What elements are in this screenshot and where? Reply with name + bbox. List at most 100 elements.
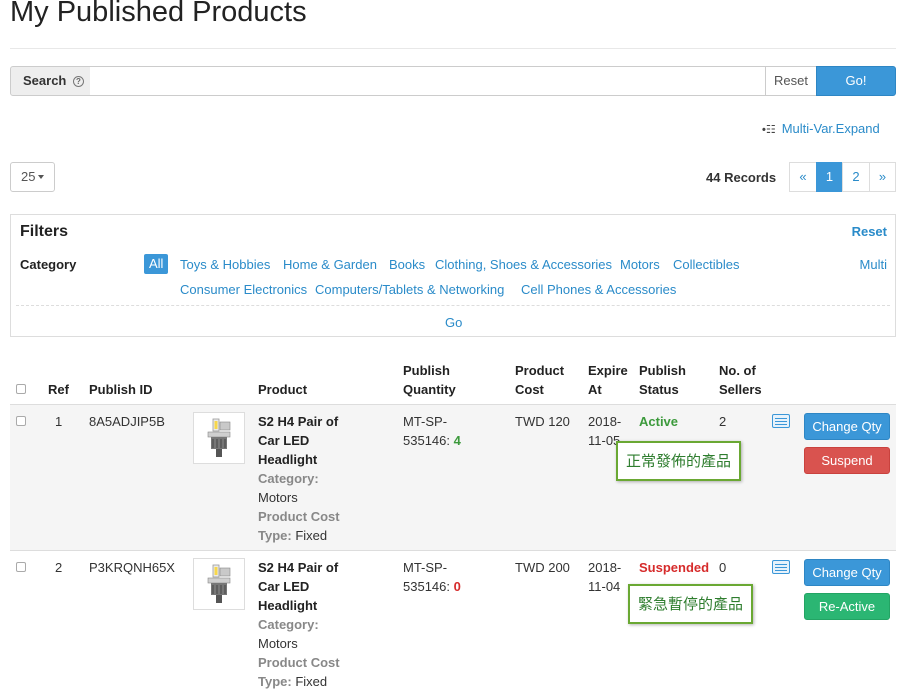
search-label: Search ? bbox=[10, 66, 91, 96]
product-name-line2: Car LED bbox=[258, 579, 310, 594]
sku-line2: 535146: bbox=[403, 579, 450, 594]
type-meta-value: Fixed bbox=[295, 674, 328, 689]
pagination-prev[interactable]: « bbox=[789, 162, 817, 192]
change-qty-button[interactable]: Change Qty bbox=[804, 413, 890, 440]
header-publish-id: Publish ID bbox=[89, 382, 153, 397]
help-icon[interactable]: ? bbox=[73, 76, 84, 87]
header-expire-at-line2: At bbox=[588, 382, 602, 397]
select-all-checkbox[interactable] bbox=[16, 384, 26, 394]
header-expire-at-line1: Expire bbox=[588, 363, 628, 378]
suspend-button[interactable]: Suspend bbox=[804, 447, 890, 474]
product-name-line1: S2 H4 Pair of bbox=[258, 414, 339, 429]
category-computers-tablets[interactable]: Computers/Tablets & Networking bbox=[315, 282, 505, 297]
product-thumbnail[interactable] bbox=[193, 558, 245, 610]
multi-var-expand-label: Multi-Var.Expand bbox=[781, 121, 880, 136]
category-cell-phones[interactable]: Cell Phones & Accessories bbox=[521, 282, 677, 297]
header-publish-status: Publish Status bbox=[639, 361, 686, 399]
header-sellers-line2: Sellers bbox=[719, 382, 762, 397]
product-name-line3: Headlight bbox=[258, 598, 318, 613]
filters-panel: Filters Reset Category All Toys & Hobbie… bbox=[10, 214, 896, 337]
re-active-button[interactable]: Re-Active bbox=[804, 593, 890, 620]
category-books[interactable]: Books bbox=[389, 257, 426, 272]
caret-down-icon bbox=[38, 175, 45, 179]
annotation-callout: 正常發佈的產品 bbox=[616, 441, 742, 481]
type-meta-label: Type: bbox=[258, 674, 292, 689]
search-input[interactable] bbox=[90, 66, 766, 96]
publish-quantity: MT-SP- 535146: 4 bbox=[403, 412, 461, 450]
details-list-icon[interactable] bbox=[772, 414, 790, 428]
expire-at: 2018- 11-04 bbox=[588, 558, 621, 596]
type-meta: Type: Fixed bbox=[258, 526, 368, 545]
category-label: Category bbox=[20, 257, 77, 272]
category-home-garden[interactable]: Home & Garden bbox=[283, 257, 377, 272]
list-expand-icon: •☷ bbox=[762, 124, 776, 136]
table-row bbox=[10, 405, 896, 551]
row-publish-id: 8A5ADJIP5B bbox=[89, 414, 165, 429]
header-sellers: No. of Sellers bbox=[719, 361, 762, 399]
row-checkbox[interactable] bbox=[16, 562, 26, 572]
status-badge: Active bbox=[639, 414, 679, 429]
category-meta-value: Motors bbox=[258, 490, 298, 505]
details-list-icon[interactable] bbox=[772, 560, 790, 574]
header-expire-at: Expire At bbox=[588, 361, 628, 399]
expire-line1: 2018- bbox=[588, 560, 622, 575]
pagination-next[interactable]: » bbox=[869, 162, 896, 192]
filters-go-link[interactable]: Go bbox=[445, 315, 463, 330]
type-meta-value: Fixed bbox=[295, 528, 328, 543]
row-checkbox[interactable] bbox=[16, 416, 26, 426]
category-collectibles[interactable]: Collectibles bbox=[673, 257, 740, 272]
category-meta-label: Category: bbox=[258, 617, 319, 632]
headlight-bulb-icon bbox=[207, 418, 231, 457]
category-meta-label: Category: bbox=[258, 471, 319, 486]
annotation-callout: 緊急暫停的產品 bbox=[628, 584, 754, 624]
header-publish-status-line1: Publish bbox=[639, 363, 686, 378]
product-name-line1: S2 H4 Pair of bbox=[258, 560, 339, 575]
title-divider bbox=[10, 48, 896, 49]
category-motors[interactable]: Motors bbox=[620, 257, 660, 272]
product-meta: Category: Motors Product Cost Type: Fixe… bbox=[258, 615, 368, 691]
change-qty-button[interactable]: Change Qty bbox=[804, 559, 890, 586]
category-toys-hobbies[interactable]: Toys & Hobbies bbox=[180, 257, 271, 272]
pagination-page-2[interactable]: 2 bbox=[842, 162, 870, 192]
category-multi-link[interactable]: Multi bbox=[859, 257, 887, 272]
header-ref: Ref bbox=[48, 382, 69, 397]
category-clothing[interactable]: Clothing, Shoes & Accessories bbox=[435, 257, 613, 272]
expire-at: 2018- 11-05 bbox=[588, 412, 621, 450]
quantity-value: 0 bbox=[453, 579, 461, 594]
header-publish-quantity-line1: Publish bbox=[403, 363, 450, 378]
product-name[interactable]: S2 H4 Pair of Car LED Headlight bbox=[258, 412, 358, 469]
product-cost: TWD 120 bbox=[515, 414, 570, 429]
category-all[interactable]: All bbox=[144, 254, 169, 274]
product-name[interactable]: S2 H4 Pair of Car LED Headlight bbox=[258, 558, 358, 615]
row-ref: 2 bbox=[55, 560, 63, 575]
filters-reset-link[interactable]: Reset bbox=[851, 224, 887, 239]
expire-line2: 11-04 bbox=[588, 579, 621, 594]
header-product-cost-line2: Cost bbox=[515, 382, 544, 397]
search-label-text: Search bbox=[23, 73, 67, 88]
product-cost-meta-label: Product Cost bbox=[258, 655, 340, 670]
multi-var-expand-link[interactable]: •☷ Multi-Var.Expand bbox=[762, 121, 880, 136]
row-ref: 1 bbox=[55, 414, 63, 429]
filters-divider bbox=[16, 305, 890, 306]
sellers-count: 0 bbox=[719, 560, 727, 575]
page-size-value: 25 bbox=[21, 169, 36, 184]
status-badge: Suspended bbox=[639, 560, 710, 575]
search-reset-button[interactable]: Reset bbox=[765, 66, 817, 96]
sku-line1: MT-SP- bbox=[403, 414, 448, 429]
product-meta: Category: Motors Product Cost Type: Fixe… bbox=[258, 469, 368, 545]
quantity-value: 4 bbox=[453, 433, 461, 448]
records-count: 44 Records bbox=[706, 170, 777, 185]
header-publish-quantity-line2: Quantity bbox=[403, 382, 456, 397]
header-divider bbox=[10, 404, 896, 405]
sku-line1: MT-SP- bbox=[403, 560, 448, 575]
search-go-button[interactable]: Go! bbox=[816, 66, 896, 96]
category-consumer-electronics[interactable]: Consumer Electronics bbox=[180, 282, 308, 297]
product-thumbnail[interactable] bbox=[193, 412, 245, 464]
pagination-page-1[interactable]: 1 bbox=[816, 162, 843, 192]
header-product-cost: Product Cost bbox=[515, 361, 564, 399]
header-publish-quantity: Publish Quantity bbox=[403, 361, 456, 399]
expire-line2: 11-05 bbox=[588, 433, 621, 448]
header-publish-status-line2: Status bbox=[639, 382, 679, 397]
filters-title: Filters bbox=[20, 223, 69, 240]
page-size-select[interactable]: 25 bbox=[10, 162, 55, 192]
